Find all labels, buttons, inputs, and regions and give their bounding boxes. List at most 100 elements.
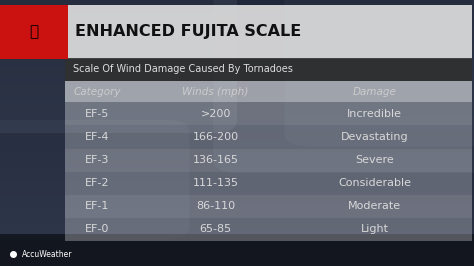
Bar [0,94,474,96]
Bar [0,257,474,258]
Bar [0,41,474,43]
Bar [0,126,474,128]
Bar [0,254,474,255]
Bar [0,73,474,74]
Bar [0,85,474,86]
Text: Devastating: Devastating [341,132,408,142]
Bar [0,80,474,81]
Bar [0,116,474,117]
Bar [0,231,474,233]
Bar [0,227,474,229]
Bar [0,201,474,202]
Bar [0,186,474,188]
Bar [0,158,474,160]
Bar [0,90,474,92]
Text: EF-2: EF-2 [85,178,109,188]
Bar [0,181,474,182]
Bar [0,96,474,97]
Text: ENHANCED FUJITA SCALE: ENHANCED FUJITA SCALE [75,24,301,39]
Bar [0,55,474,56]
Bar [0,178,474,180]
Bar [0,189,474,190]
Text: Light: Light [360,224,389,234]
Bar [0,249,474,250]
Bar [0,110,474,112]
Bar [0,101,474,102]
Bar [0,213,474,214]
Bar [0,192,474,193]
Bar [0,140,474,141]
Bar [0,63,474,64]
Bar [0,13,474,15]
FancyBboxPatch shape [0,234,474,266]
Bar [0,180,474,181]
Bar [0,97,474,98]
Bar [0,49,474,51]
Bar [0,197,474,198]
Bar [0,57,474,59]
Bar [0,263,474,265]
Bar [0,47,474,48]
Bar [0,17,474,19]
Bar [0,218,474,219]
Bar [0,190,474,192]
Text: Damage: Damage [353,87,396,97]
Bar [0,124,474,125]
Text: EF-3: EF-3 [85,155,109,165]
FancyBboxPatch shape [65,102,472,126]
Bar [0,98,474,100]
Bar [0,117,474,118]
Text: Severe: Severe [355,155,394,165]
Bar [0,86,474,88]
Bar [0,173,474,174]
Text: Moderate: Moderate [348,201,401,211]
Bar [0,65,474,66]
Bar [0,16,474,17]
Bar [0,77,474,78]
Bar [0,176,474,177]
Bar [0,36,474,37]
FancyBboxPatch shape [65,148,472,172]
Bar [0,206,474,207]
Bar [0,214,474,215]
Text: 166-200: 166-200 [192,132,239,142]
Bar [0,202,474,203]
Bar [0,229,474,230]
Bar [0,102,474,104]
Bar [0,132,474,133]
Bar [0,9,474,11]
Bar [0,27,474,28]
Bar [0,148,474,149]
Bar [0,185,474,186]
Bar [0,255,474,257]
Text: 65-85: 65-85 [200,224,232,234]
Bar [0,74,474,76]
Bar [0,259,474,261]
Text: Incredible: Incredible [347,109,402,119]
Bar [0,219,474,221]
Bar [0,177,474,178]
Bar [0,209,474,210]
Bar [0,262,474,263]
Bar [0,235,474,237]
Bar [0,24,474,25]
Bar [0,161,474,162]
Bar [0,198,474,200]
Text: AccuWeather: AccuWeather [22,250,73,259]
Bar [0,182,474,184]
Bar [0,149,474,150]
Bar [0,4,474,5]
Bar [0,215,474,217]
Bar [0,174,474,176]
FancyBboxPatch shape [65,58,472,81]
Bar [0,154,474,156]
Bar [0,153,474,154]
Bar [0,166,474,168]
Bar [0,130,474,132]
Bar [0,145,474,146]
Text: 111-135: 111-135 [192,178,239,188]
Bar [0,142,474,144]
Text: EF-4: EF-4 [85,132,109,142]
Text: >200: >200 [201,109,231,119]
Bar [0,196,474,197]
